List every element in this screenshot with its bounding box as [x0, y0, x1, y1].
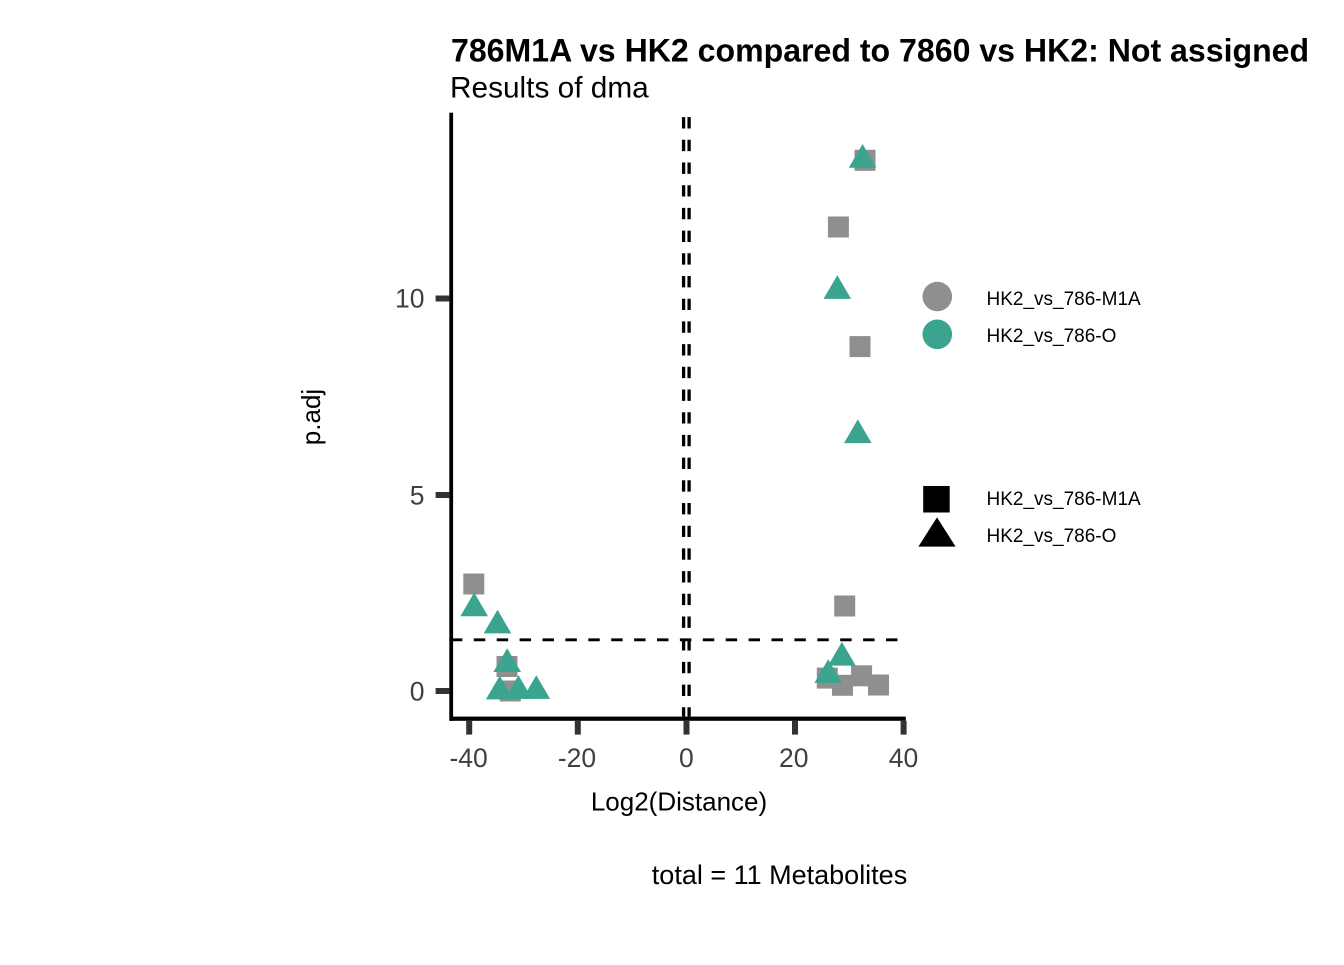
svg-text:total = 11 Metabolites: total = 11 Metabolites: [652, 860, 907, 890]
svg-text:HK2_vs_786-O: HK2_vs_786-O: [987, 326, 1117, 347]
svg-text:HK2_vs_786-M1A: HK2_vs_786-M1A: [987, 489, 1142, 510]
svg-text:5: 5: [410, 481, 425, 511]
svg-text:Results of dma: Results of dma: [450, 71, 649, 104]
svg-text:20: 20: [779, 743, 808, 773]
svg-text:p.adj: p.adj: [296, 389, 326, 445]
svg-text:HK2_vs_786-O: HK2_vs_786-O: [987, 526, 1117, 547]
svg-text:Log2(Distance): Log2(Distance): [591, 787, 767, 817]
svg-text:10: 10: [395, 283, 424, 313]
svg-text:-40: -40: [449, 743, 487, 773]
svg-text:0: 0: [410, 676, 425, 706]
svg-text:HK2_vs_786-M1A: HK2_vs_786-M1A: [987, 289, 1142, 310]
svg-text:786M1A vs HK2 compared to 7860: 786M1A vs HK2 compared to 7860 vs HK2: N…: [451, 32, 1309, 68]
svg-text:40: 40: [889, 743, 918, 773]
svg-text:0: 0: [679, 743, 694, 773]
svg-text:-20: -20: [558, 743, 596, 773]
